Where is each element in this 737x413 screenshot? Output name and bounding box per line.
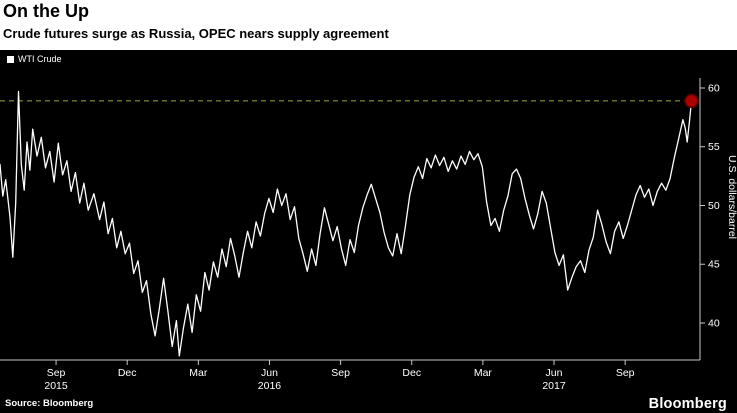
y-tick-label: 60 xyxy=(708,82,720,94)
legend-label: WTI Crude xyxy=(18,54,62,64)
source-attribution: Source: Bloomberg xyxy=(5,398,94,409)
chart-header: On the Up Crude futures surge as Russia,… xyxy=(0,0,737,50)
y-tick-label: 40 xyxy=(708,317,720,329)
price-line xyxy=(0,90,693,357)
year-label: 2016 xyxy=(258,380,282,392)
year-label: 2015 xyxy=(44,380,68,392)
legend: WTI Crude xyxy=(7,54,62,64)
y-axis-title: U.S. dollars/barrel xyxy=(726,155,737,239)
x-tick-label: Jun xyxy=(261,367,278,379)
x-tick-label: Sep xyxy=(616,367,635,379)
bloomberg-logo: Bloomberg xyxy=(648,396,727,412)
y-tick-label: 45 xyxy=(708,259,720,271)
legend-swatch-icon xyxy=(7,55,14,63)
x-tick-label: Jun xyxy=(546,367,563,379)
x-tick-label: Dec xyxy=(118,367,137,379)
x-tick-label: Mar xyxy=(189,367,208,379)
x-tick-label: Sep xyxy=(331,367,350,379)
x-tick-label: Mar xyxy=(474,367,493,379)
y-tick-label: 50 xyxy=(708,200,720,212)
x-tick-label: Sep xyxy=(47,367,66,379)
chart-subtitle: Crude futures surge as Russia, OPEC near… xyxy=(3,26,389,41)
x-tick-label: Dec xyxy=(402,367,421,379)
latest-price-marker xyxy=(684,93,699,109)
y-tick-label: 55 xyxy=(708,141,720,153)
chart-area: WTI Crude 40 45 50 55 60 Sep Dec Mar Jun Sep Dec Ma… xyxy=(0,50,737,413)
chart-title: On the Up xyxy=(3,1,89,21)
year-label: 2017 xyxy=(542,380,566,392)
